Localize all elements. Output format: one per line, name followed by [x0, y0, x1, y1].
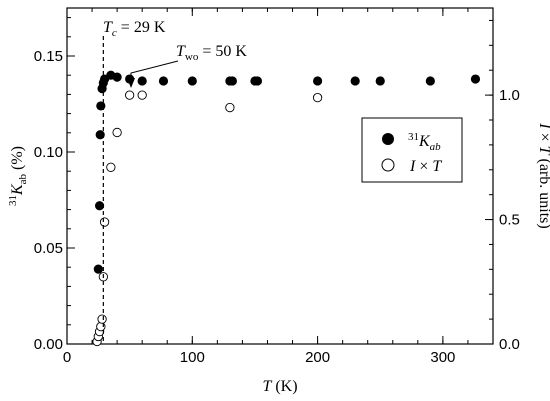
- kab-point: [187, 76, 197, 86]
- plot-frame: [66, 7, 494, 345]
- x-axis-label: T (K): [262, 378, 297, 395]
- ixt-point: [112, 127, 122, 138]
- kab-point: [137, 76, 147, 86]
- ixt-point: [225, 102, 235, 113]
- ixt-point: [99, 217, 110, 227]
- ixt-point: [312, 92, 323, 103]
- y-right-axis-label: I × T (arb. units): [536, 122, 550, 228]
- y-right-tick-label: 0.0: [499, 336, 520, 353]
- kab-point: [350, 76, 360, 86]
- kab-point: [425, 76, 435, 86]
- tc-annotation: Tc = 29 K: [103, 19, 166, 39]
- kab-point: [252, 76, 263, 86]
- kab-point: [93, 264, 103, 274]
- y-right-tick-label: 0.5: [499, 212, 520, 229]
- kab-point: [95, 130, 105, 140]
- x-tick-label: 0: [63, 349, 71, 366]
- data-marks: [92, 70, 481, 347]
- kab-point: [470, 74, 481, 84]
- legend-label-kab: 31Kab: [408, 131, 441, 153]
- kab-point: [227, 76, 237, 86]
- kab-point: [94, 201, 105, 211]
- kab-point: [96, 101, 106, 111]
- ixt-point: [137, 90, 147, 100]
- x-tick-label: 100: [180, 349, 205, 366]
- ixt-point: [106, 162, 116, 172]
- kab-point: [375, 76, 385, 86]
- legend-box: [361, 117, 463, 183]
- y-left-tick-label: 0.15: [34, 48, 63, 65]
- y-left-tick-label: 0.00: [34, 336, 63, 353]
- y-left-tick-label: 0.10: [34, 144, 63, 161]
- y-left-axis-label: 31Kab (%): [7, 146, 29, 206]
- legend-marker-ixt: [381, 158, 395, 172]
- kab-point: [312, 76, 323, 86]
- two-annotation: Two = 50 K: [176, 43, 247, 63]
- two-arrow: [130, 60, 179, 80]
- ixt-point: [124, 90, 135, 100]
- axis-ticks: 0 100 200 300 0.00 0.05 0.10 0.15 0.0 0.5 1.0: [34, 8, 520, 366]
- x-tick-label: 200: [305, 349, 330, 366]
- y-left-tick-label: 0.05: [34, 240, 63, 257]
- legend: 31Kab I × T: [361, 117, 463, 183]
- kab-point: [112, 72, 122, 82]
- kab-point: [158, 76, 169, 86]
- ixt-point: [97, 314, 107, 324]
- two-arrow-head: [127, 78, 135, 88]
- legend-label-ixt: I × T: [409, 158, 442, 175]
- x-tick-label: 300: [430, 349, 455, 366]
- y-right-tick-label: 1.0: [499, 87, 520, 104]
- legend-marker-kab: [382, 133, 394, 145]
